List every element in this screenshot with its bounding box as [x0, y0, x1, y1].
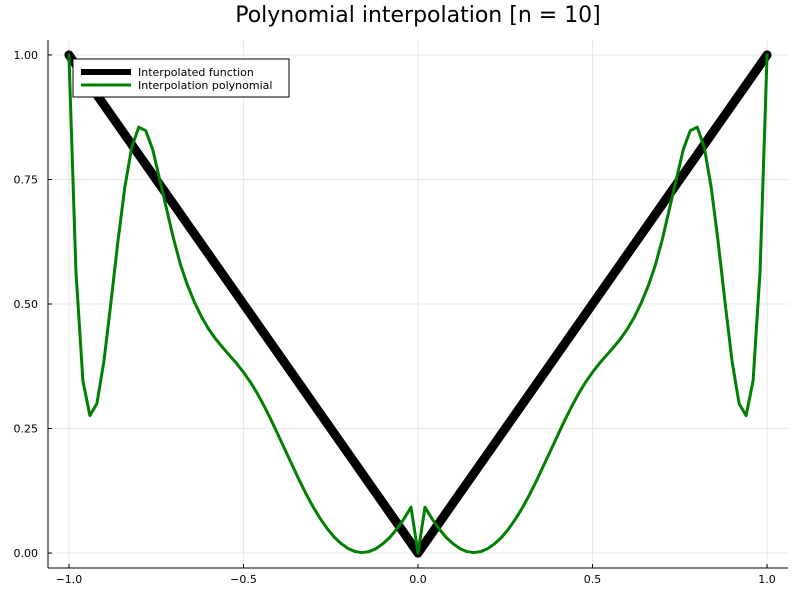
- y-tick-label: 0.25: [14, 423, 39, 436]
- x-tick-label: 1.0: [758, 573, 776, 586]
- x-tick-label: 0.0: [409, 573, 427, 586]
- series-line-interpolation-polynomial: [67, 53, 769, 555]
- legend-label: Interpolation polynomial: [138, 79, 272, 92]
- y-tick-label: 1.00: [14, 49, 39, 62]
- series-layer: [64, 50, 772, 558]
- x-tick-label: 0.5: [584, 573, 602, 586]
- legend-label: Interpolated function: [138, 66, 254, 79]
- legend-box: [72, 58, 290, 98]
- chart-title: Polynomial interpolation [n = 10]: [235, 3, 601, 28]
- y-tick-label: 0.00: [14, 547, 39, 560]
- ticks-layer: −1.0 −0.5 0.0 0.5 1.0 0.00 0.25 0.50 0.75 1.00: [14, 49, 776, 586]
- y-tick-label: 0.75: [14, 173, 39, 186]
- x-tick-label: −0.5: [230, 573, 257, 586]
- y-tick-label: 0.50: [14, 298, 39, 311]
- x-tick-label: −1.0: [56, 573, 83, 586]
